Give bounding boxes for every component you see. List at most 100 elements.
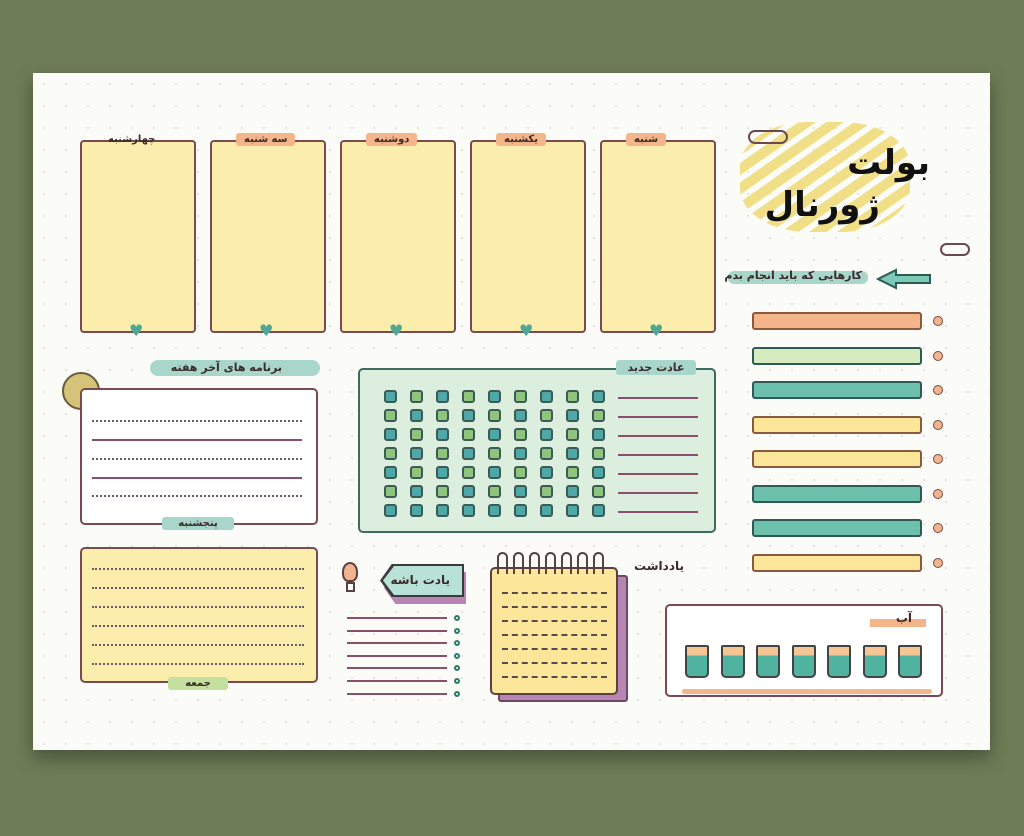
habit-checkbox[interactable]	[592, 504, 605, 517]
reminder-line[interactable]	[347, 692, 447, 695]
habit-checkbox[interactable]	[436, 485, 449, 498]
water-cup[interactable]	[898, 645, 922, 678]
habit-checkbox[interactable]	[410, 390, 423, 403]
todo-bullet[interactable]	[933, 523, 943, 533]
habit-checkbox[interactable]	[514, 409, 527, 422]
habit-checkbox[interactable]	[384, 485, 397, 498]
reminder-line[interactable]	[347, 617, 447, 619]
todo-bullet[interactable]	[933, 557, 943, 568]
habit-checkbox[interactable]	[410, 466, 423, 479]
habit-checkbox[interactable]	[462, 447, 475, 460]
habit-checkbox[interactable]	[410, 447, 423, 460]
habit-checkbox[interactable]	[566, 428, 579, 441]
todo-item[interactable]	[748, 484, 922, 512]
habit-checkbox[interactable]	[566, 409, 579, 422]
habit-checkbox[interactable]	[592, 409, 605, 422]
habit-checkbox[interactable]	[410, 485, 423, 498]
habit-line[interactable]	[618, 397, 698, 399]
habit-checkbox[interactable]	[540, 390, 553, 403]
todo-item[interactable]	[748, 346, 922, 374]
day-box[interactable]	[340, 140, 456, 333]
day-box[interactable]	[470, 140, 586, 333]
habit-checkbox[interactable]	[436, 504, 449, 517]
habit-checkbox[interactable]	[514, 504, 527, 517]
habit-checkbox[interactable]	[384, 428, 397, 441]
todo-bullet[interactable]	[933, 488, 943, 499]
water-cup[interactable]	[756, 645, 780, 678]
habit-checkbox[interactable]	[488, 485, 501, 498]
habit-checkbox[interactable]	[592, 390, 605, 403]
habit-checkbox[interactable]	[436, 466, 449, 479]
habit-checkbox[interactable]	[488, 428, 501, 441]
habit-checkbox[interactable]	[436, 428, 449, 441]
habit-checkbox[interactable]	[384, 504, 397, 517]
habit-checkbox[interactable]	[566, 447, 579, 460]
habit-checkbox[interactable]	[436, 447, 449, 460]
todo-bullet[interactable]	[933, 419, 943, 430]
todo-item[interactable]	[748, 312, 922, 339]
habit-checkbox[interactable]	[384, 466, 397, 479]
todo-bullet[interactable]	[933, 350, 943, 361]
todo-bullet[interactable]	[933, 385, 943, 395]
habit-line[interactable]	[618, 492, 698, 494]
habit-checkbox[interactable]	[462, 485, 475, 498]
reminder-line[interactable]	[347, 680, 447, 682]
habit-checkbox[interactable]	[566, 466, 579, 479]
habit-checkbox[interactable]	[488, 447, 501, 460]
habit-checkbox[interactable]	[592, 447, 605, 460]
habit-line[interactable]	[618, 454, 698, 456]
todo-item[interactable]	[748, 415, 922, 443]
habit-checkbox[interactable]	[540, 504, 553, 517]
habit-checkbox[interactable]	[488, 466, 501, 479]
todo-bullet[interactable]	[933, 454, 943, 464]
habit-checkbox[interactable]	[410, 428, 423, 441]
habit-checkbox[interactable]	[514, 485, 527, 498]
reminder-line[interactable]	[347, 654, 447, 657]
habit-checkbox[interactable]	[540, 409, 553, 422]
habit-line[interactable]	[618, 435, 698, 437]
habit-checkbox[interactable]	[462, 466, 475, 479]
habit-line[interactable]	[618, 511, 698, 513]
habit-checkbox[interactable]	[436, 409, 449, 422]
day-box[interactable]	[600, 140, 716, 333]
habit-checkbox[interactable]	[384, 409, 397, 422]
habit-checkbox[interactable]	[592, 466, 605, 479]
habit-checkbox[interactable]	[540, 466, 553, 479]
water-cup[interactable]	[791, 645, 816, 678]
habit-checkbox[interactable]	[592, 485, 605, 498]
habit-checkbox[interactable]	[488, 409, 501, 422]
water-cup[interactable]	[862, 645, 887, 678]
todo-item[interactable]	[748, 553, 922, 581]
todo-item[interactable]	[748, 450, 922, 477]
habit-checkbox[interactable]	[514, 428, 527, 441]
water-cup[interactable]	[827, 645, 851, 678]
notepad[interactable]	[490, 567, 618, 695]
habit-checkbox[interactable]	[488, 390, 501, 403]
habit-checkbox[interactable]	[462, 390, 475, 403]
habit-checkbox[interactable]	[566, 390, 579, 403]
reminder-line[interactable]	[347, 642, 447, 645]
habit-checkbox[interactable]	[410, 504, 423, 517]
habit-line[interactable]	[618, 473, 698, 475]
habit-checkbox[interactable]	[540, 428, 553, 441]
habit-checkbox[interactable]	[384, 447, 397, 460]
habit-checkbox[interactable]	[384, 390, 397, 403]
habit-checkbox[interactable]	[540, 447, 553, 460]
habit-checkbox[interactable]	[410, 409, 423, 422]
habit-checkbox[interactable]	[540, 485, 553, 498]
day-box[interactable]	[80, 140, 196, 333]
habit-checkbox[interactable]	[566, 485, 579, 498]
habit-checkbox[interactable]	[514, 390, 527, 403]
day-box[interactable]	[210, 140, 326, 333]
habit-checkbox[interactable]	[462, 409, 475, 422]
reminder-line[interactable]	[347, 629, 447, 632]
habit-checkbox[interactable]	[566, 504, 579, 517]
todo-bullet[interactable]	[933, 316, 943, 326]
todo-item[interactable]	[748, 519, 922, 546]
habit-checkbox[interactable]	[462, 428, 475, 441]
habit-checkbox[interactable]	[514, 447, 527, 460]
water-cup[interactable]	[685, 645, 709, 678]
todo-item[interactable]	[748, 381, 922, 408]
habit-checkbox[interactable]	[436, 390, 449, 403]
water-cup[interactable]	[720, 645, 745, 678]
